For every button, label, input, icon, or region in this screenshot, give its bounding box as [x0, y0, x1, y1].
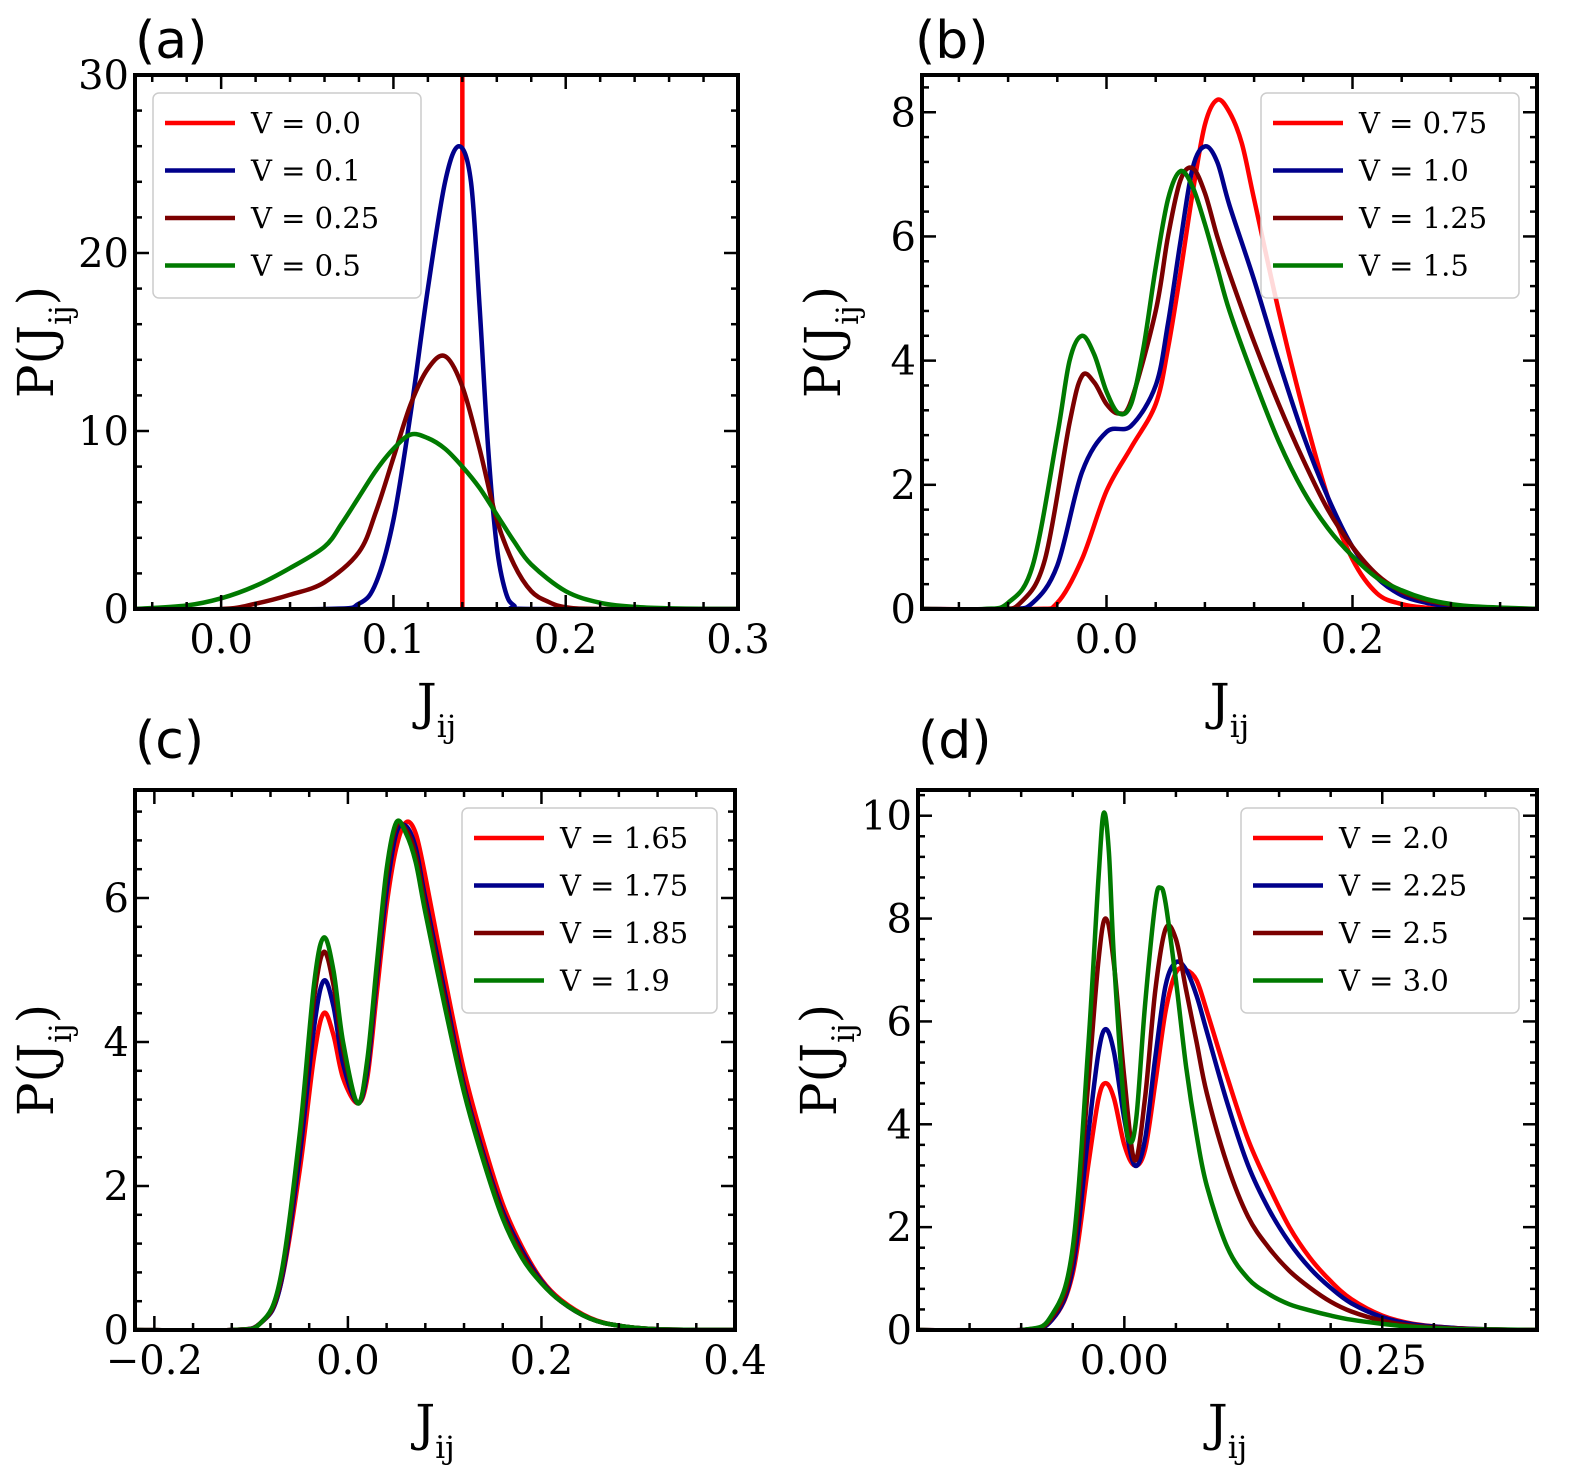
panel-d-legend-entry: V = 2.0: [1338, 821, 1449, 855]
panel-c-legend-box: [461, 807, 718, 1014]
panel-d-legend-entry: V = 2.25: [1338, 869, 1467, 903]
panel-d-ylabel: P(Jij): [790, 1004, 862, 1116]
panel-d-label: (d): [918, 711, 992, 771]
panel-a-series-1-line: [135, 143, 738, 609]
panel-a-ytick-label: 10: [78, 409, 129, 455]
panel-c-series-3-line: [135, 818, 735, 1330]
panel-d-legend: V = 2.0 V = 2.25 V = 2.5 V = 3.0: [1240, 807, 1520, 1014]
panel-a-xtick-label: 0.2: [534, 617, 598, 663]
panel-b-legend: V = 0.75 V = 1.0 V = 1.25 V = 1.5: [1260, 92, 1520, 299]
panel-c-xtick-label: 0.2: [510, 1338, 574, 1384]
panel-b-legend-entry: V = 1.5: [1358, 249, 1469, 283]
panel-d-xtick-label: 0.25: [1338, 1338, 1427, 1384]
panel-c-legend-entry: V = 1.65: [559, 821, 688, 855]
panel-a-ylabel: P(Jij): [7, 286, 79, 398]
panel-d-ytick-label: 6: [887, 999, 912, 1045]
panel-a-xtick-label: 0.3: [706, 617, 770, 663]
panel-d-series-3-line: [918, 810, 1537, 1330]
panel-a-legend-entry: V = 0.5: [250, 249, 361, 283]
panel-d-legend-entry: V = 2.5: [1338, 916, 1449, 950]
panel-b-label: (b): [915, 11, 989, 71]
panel-a-xtick-label: 0.1: [362, 617, 426, 663]
panel-c-ylabel: P(Jij): [7, 1004, 79, 1116]
panel-d-legend-entry: V = 3.0: [1338, 964, 1449, 998]
panel-c-xlabel: Jij: [410, 1394, 455, 1466]
panel-a-series-3-line: [135, 431, 738, 609]
panel-a-series-2-line: [135, 353, 738, 609]
panel-b-ytick-label: 4: [891, 339, 916, 385]
panel-d-series-2-line: [918, 916, 1537, 1330]
panel-a-legend-box: [152, 92, 422, 299]
panel-b-ytick-label: 0: [891, 587, 916, 633]
panel-c-ytick-label: 4: [104, 1020, 129, 1066]
panel-c-xtick-label: 0.0: [316, 1338, 380, 1384]
panel-b-ytick-label: 2: [891, 463, 916, 509]
panel-b-xtick-label: 0.2: [1321, 617, 1385, 663]
panel-a-label: (a): [135, 11, 207, 71]
panel-b-series-0-line: [922, 97, 1537, 609]
panel-b-legend-box: [1260, 92, 1520, 299]
panel-b-legend-entry: V = 0.75: [1358, 106, 1487, 140]
panel-b-series-3-line: [922, 168, 1537, 609]
panel-b-frame: [920, 73, 1539, 611]
panel-d-series-1-line: [918, 959, 1537, 1330]
panel-d-ytick-label: 0: [887, 1308, 912, 1354]
panel-a-xlabel: Jij: [412, 673, 457, 745]
panel-b-legend-entry: V = 1.0: [1358, 154, 1469, 188]
panel-b-ytick-label: 6: [891, 214, 916, 260]
panel-c-xtick-label: 0.4: [703, 1338, 767, 1384]
panel-a-ytick-label: 0: [104, 587, 129, 633]
panel-c-ytick-label: 2: [104, 1164, 129, 1210]
panel-b-legend-entry: V = 1.25: [1358, 201, 1487, 235]
panel-b-ytick-label: 8: [891, 90, 916, 136]
panel-c-label: (c): [135, 711, 204, 771]
panel-c-legend-entry: V = 1.85: [559, 916, 688, 950]
panel-a-xtick-label: 0.0: [189, 617, 253, 663]
panel-b-series-1-line: [922, 144, 1537, 609]
panel-a-frame: [133, 73, 740, 611]
panel-c-ytick-label: 0: [104, 1308, 129, 1354]
panel-a-legend-entry: V = 0.0: [250, 106, 361, 140]
panel-c-legend-entry: V = 1.75: [559, 869, 688, 903]
panel-d-curves: [918, 810, 1537, 1330]
panel-d-ytick-label: 8: [887, 897, 912, 943]
panel-a-ytick-label: 30: [78, 53, 129, 99]
panel-b-plot: 0.0 0.2 0 2 4 6 8 Jij P(Jij) V = 0.75 V = 1.0 V = 1…: [794, 73, 1539, 745]
panel-d-legend-box: [1240, 807, 1520, 1014]
panel-c-curves: [135, 818, 735, 1330]
panel-d-series-0-line: [918, 965, 1537, 1330]
panel-b-xtick-label: 0.0: [1075, 617, 1139, 663]
panel-d-xlabel: Jij: [1203, 1394, 1248, 1466]
panel-d-ytick-label: 2: [887, 1205, 912, 1251]
panel-c-xtick-label: −0.2: [106, 1338, 203, 1384]
panel-d-xtick-label: 0.00: [1080, 1338, 1169, 1384]
panel-a-legend-entry: V = 0.1: [250, 154, 361, 188]
panel-a-legend-entry: V = 0.25: [250, 201, 379, 235]
panel-b-ylabel: P(Jij): [794, 286, 866, 398]
panel-d-ytick-label: 4: [887, 1102, 912, 1148]
panel-a-legend: V = 0.0 V = 0.1 V = 0.25 V = 0.5: [152, 92, 422, 299]
panel-b-curves: [922, 97, 1537, 609]
panel-d-ytick-label: 10: [861, 794, 912, 840]
panel-c-frame: [133, 788, 737, 1332]
panel-a-ytick-label: 20: [78, 231, 129, 277]
panel-b-xlabel: Jij: [1205, 673, 1250, 745]
panel-c-legend: V = 1.65 V = 1.75 V = 1.85 V = 1.9: [461, 807, 718, 1014]
panel-c-legend-entry: V = 1.9: [559, 964, 670, 998]
panel-c-ytick-label: 6: [104, 876, 129, 922]
panel-a-curves: [135, 75, 738, 609]
